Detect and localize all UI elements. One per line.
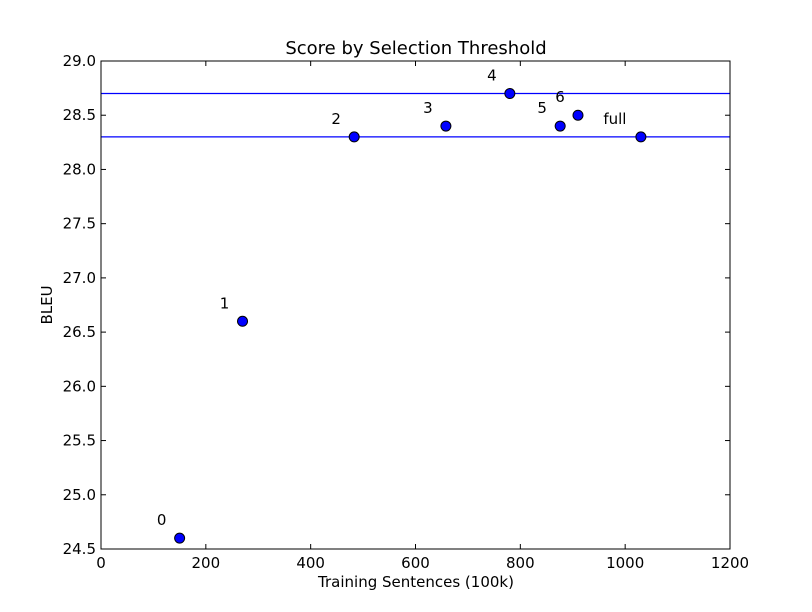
x-tick-label: 1000 <box>606 554 644 572</box>
point-label-1: 1 <box>220 294 230 312</box>
plot-area-frame <box>100 60 731 550</box>
data-point-7 <box>635 131 647 143</box>
reference-lines <box>101 92 730 138</box>
point-label-3: 3 <box>423 99 433 117</box>
data-point-6 <box>572 109 584 121</box>
y-tick-label: 26.0 <box>63 377 96 395</box>
x-tick-label: 200 <box>192 554 221 572</box>
x-tick-label: 400 <box>296 554 325 572</box>
x-axis-label: Training Sentences (100k) <box>317 573 514 591</box>
y-tick-label: 25.0 <box>63 486 96 504</box>
x-tick-label: 1200 <box>711 554 749 572</box>
y-tick-label: 29.0 <box>63 52 96 70</box>
y-tick-label: 26.5 <box>63 323 96 341</box>
data-point-2 <box>348 131 360 143</box>
point-label-6: 6 <box>555 88 565 106</box>
x-tick-label: 600 <box>401 554 430 572</box>
y-tick-label: 27.5 <box>63 215 96 233</box>
data-point-0 <box>174 532 186 544</box>
y-tick-label: 25.5 <box>63 432 96 450</box>
chart-title: Score by Selection Threshold <box>285 38 546 59</box>
data-point-3 <box>440 120 452 132</box>
data-point-5 <box>554 120 566 132</box>
y-axis-label: BLEU <box>38 285 56 324</box>
y-tick-label: 28.0 <box>63 160 96 178</box>
data-points <box>174 88 647 544</box>
x-tick-label: 0 <box>96 554 106 572</box>
point-label-4: 4 <box>487 67 497 85</box>
point-label-7: full <box>603 110 626 128</box>
data-point-4 <box>504 88 516 100</box>
y-axis-ticks: 24.5 25.0 25.5 26.0 26.5 27.0 27.5 28.0 28.5 29.0 <box>63 52 730 558</box>
x-tick-label: 800 <box>506 554 535 572</box>
y-tick-label: 24.5 <box>63 540 96 558</box>
point-label-0: 0 <box>157 511 167 529</box>
point-label-2: 2 <box>331 110 341 128</box>
data-point-1 <box>237 315 249 327</box>
point-label-5: 5 <box>537 99 547 117</box>
x-axis-ticks: 0 200 400 600 800 1000 1200 <box>96 61 749 572</box>
y-tick-label: 28.5 <box>63 106 96 124</box>
data-point-labels: 0 1 2 3 4 56 full <box>157 67 627 530</box>
y-tick-label: 27.0 <box>63 269 96 287</box>
